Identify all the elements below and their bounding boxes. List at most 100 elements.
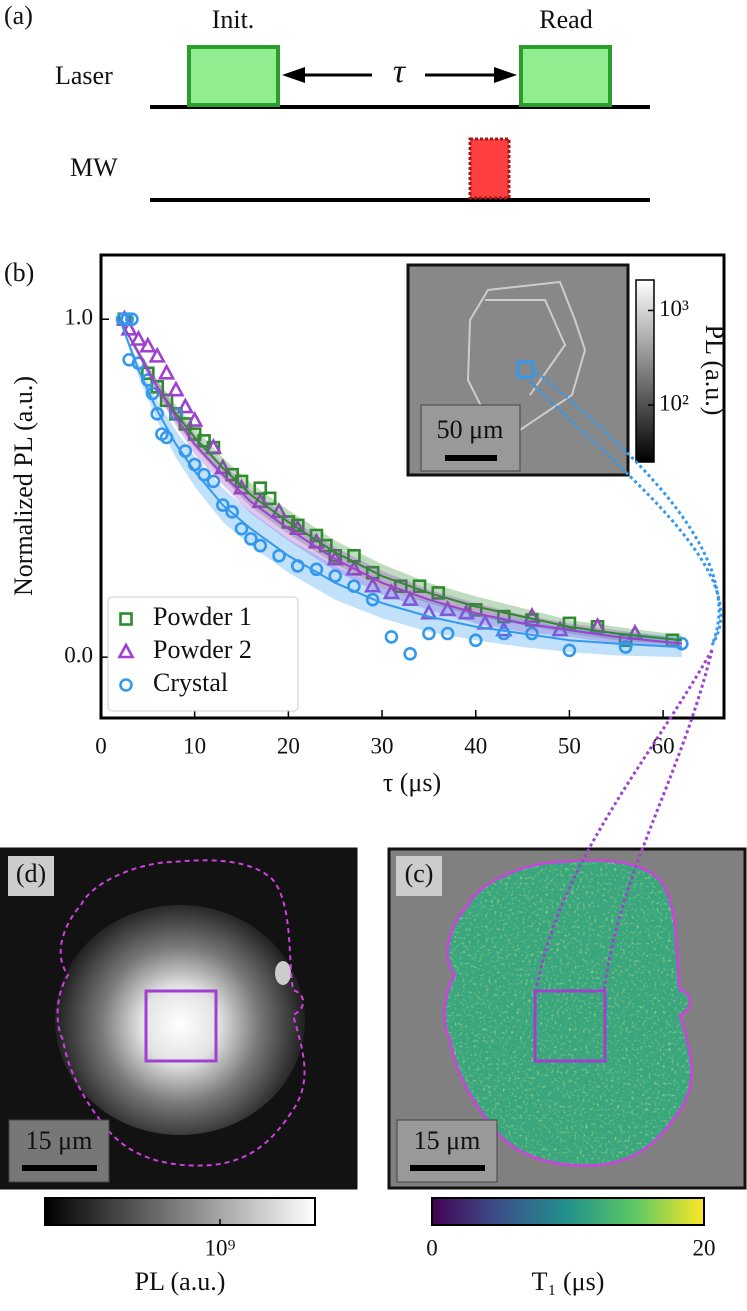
pulse [519, 45, 612, 107]
point [401, 589, 419, 607]
colorbar-tick-label: 0 [426, 1235, 438, 1260]
colorbar-label: PL (a.u.) [700, 325, 729, 416]
point [384, 630, 399, 644]
scale-label: 15 μm [26, 1126, 93, 1155]
point [345, 559, 363, 576]
t1-noise [444, 860, 692, 1166]
x-tick-label: 20 [277, 733, 300, 758]
point [214, 458, 232, 475]
colorbar [635, 279, 655, 463]
point [382, 583, 401, 600]
scale-label: 15 μm [414, 1126, 481, 1155]
point [272, 548, 286, 563]
connector [524, 375, 723, 646]
point [244, 532, 258, 546]
point [618, 640, 633, 654]
channel-label: MW [70, 153, 118, 182]
point [215, 498, 230, 512]
x-tick-label: 50 [558, 733, 581, 758]
point [523, 606, 541, 623]
arrow-head [494, 67, 517, 83]
point [206, 474, 221, 489]
connectors [524, 367, 723, 992]
point [319, 538, 333, 553]
roi [144, 989, 218, 1063]
label-box [396, 856, 442, 896]
x-tick-label: 40 [464, 733, 487, 758]
point [412, 579, 427, 593]
point [393, 579, 408, 593]
point [186, 410, 204, 427]
point [176, 397, 194, 414]
point [253, 538, 268, 553]
panel-c: (c) 15 μm T₁ (μs) [387, 847, 747, 1296]
point [251, 491, 269, 509]
legend-marker [119, 678, 133, 692]
point [562, 643, 577, 658]
point [562, 616, 577, 631]
point [420, 603, 438, 620]
colorbar-label: T₁ (μs) [532, 1267, 605, 1296]
point [234, 521, 249, 536]
scale-box [8, 1119, 110, 1183]
pl-spot [275, 961, 291, 985]
point [167, 380, 185, 397]
confidence-band [119, 319, 682, 646]
outline [443, 859, 693, 1167]
point [125, 312, 139, 327]
panel-b: (b) τ (μs) Normalized PL (a.u.) 0 10 20 30 4… [4, 253, 726, 797]
connector [534, 649, 714, 992]
point [497, 626, 511, 641]
point [364, 576, 382, 593]
legend-marker [117, 642, 135, 659]
panel-label: (c) [405, 859, 434, 888]
colorbar [431, 1197, 705, 1226]
mw-pulse [468, 137, 511, 200]
x-tick-label: 10 [183, 733, 206, 758]
point [422, 626, 436, 641]
point [129, 329, 148, 346]
point [204, 437, 223, 454]
colorbar-tick-label: 10³ [659, 296, 689, 321]
legend-label: Powder 1 [153, 602, 252, 631]
legend-marker [119, 612, 133, 626]
point [148, 346, 166, 363]
legend-label: Powder 2 [153, 635, 252, 664]
point [438, 600, 457, 617]
point [157, 363, 176, 380]
colorbar-tick-label: 10² [659, 390, 689, 415]
roi [533, 989, 607, 1063]
y-axis-label: Normalized PL (a.u.) [9, 376, 38, 596]
y-tick-label: 1.0 [64, 304, 93, 329]
point [225, 505, 239, 519]
legend-box [107, 596, 299, 712]
point [120, 312, 135, 327]
channel-label: Laser [55, 61, 113, 90]
point [403, 646, 417, 661]
connector [532, 367, 721, 646]
x-tick-label: 30 [371, 733, 394, 758]
label-box [8, 856, 54, 896]
point [169, 407, 183, 421]
point [141, 366, 155, 381]
point [365, 592, 380, 607]
arrow-head [282, 67, 305, 83]
outline [56, 859, 306, 1167]
pulse-label: Read [539, 5, 592, 34]
point [328, 569, 343, 583]
pulse [187, 45, 280, 107]
y-tick-label: 0.0 [64, 642, 93, 667]
panel-a: (a) Laser MW Init. Read τ [4, 1, 650, 202]
colorbar [44, 1197, 316, 1226]
panel-label: (d) [16, 859, 46, 888]
legend-label: Crystal [153, 668, 228, 697]
point [281, 515, 296, 529]
plot-frame [99, 253, 726, 720]
point [262, 491, 277, 506]
point [159, 393, 174, 408]
point [468, 603, 483, 617]
x-tick-label: 0 [95, 733, 107, 758]
scale-box [396, 1119, 498, 1183]
scale-label: 50 μm [437, 415, 504, 444]
